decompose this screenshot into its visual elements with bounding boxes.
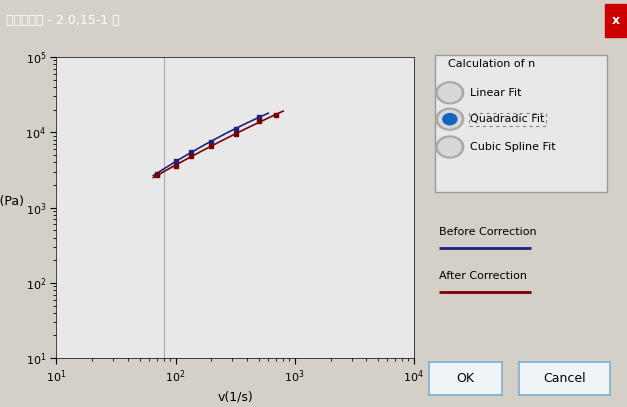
- Text: Calculation of n: Calculation of n: [448, 59, 535, 69]
- Text: Linear Fit: Linear Fit: [470, 88, 522, 98]
- Circle shape: [439, 84, 461, 102]
- Text: 非线性校正 - 2.0,15-1 高: 非线性校正 - 2.0,15-1 高: [6, 14, 120, 27]
- Y-axis label: τ(Pa): τ(Pa): [0, 195, 24, 208]
- Circle shape: [436, 108, 464, 130]
- Circle shape: [439, 110, 461, 128]
- Text: OK: OK: [456, 372, 475, 385]
- Text: x: x: [611, 14, 619, 27]
- Circle shape: [436, 136, 464, 158]
- Text: Quadradic Fit: Quadradic Fit: [470, 114, 545, 124]
- FancyBboxPatch shape: [435, 55, 607, 193]
- Circle shape: [443, 114, 457, 125]
- Text: Cubic Spline Fit: Cubic Spline Fit: [470, 142, 556, 152]
- X-axis label: v(1/s): v(1/s): [217, 391, 253, 404]
- Text: Cancel: Cancel: [544, 372, 586, 385]
- Bar: [605, 4, 626, 37]
- Text: Before Correction: Before Correction: [439, 227, 536, 237]
- Circle shape: [436, 82, 464, 104]
- Text: After Correction: After Correction: [439, 271, 527, 281]
- Circle shape: [439, 138, 461, 156]
